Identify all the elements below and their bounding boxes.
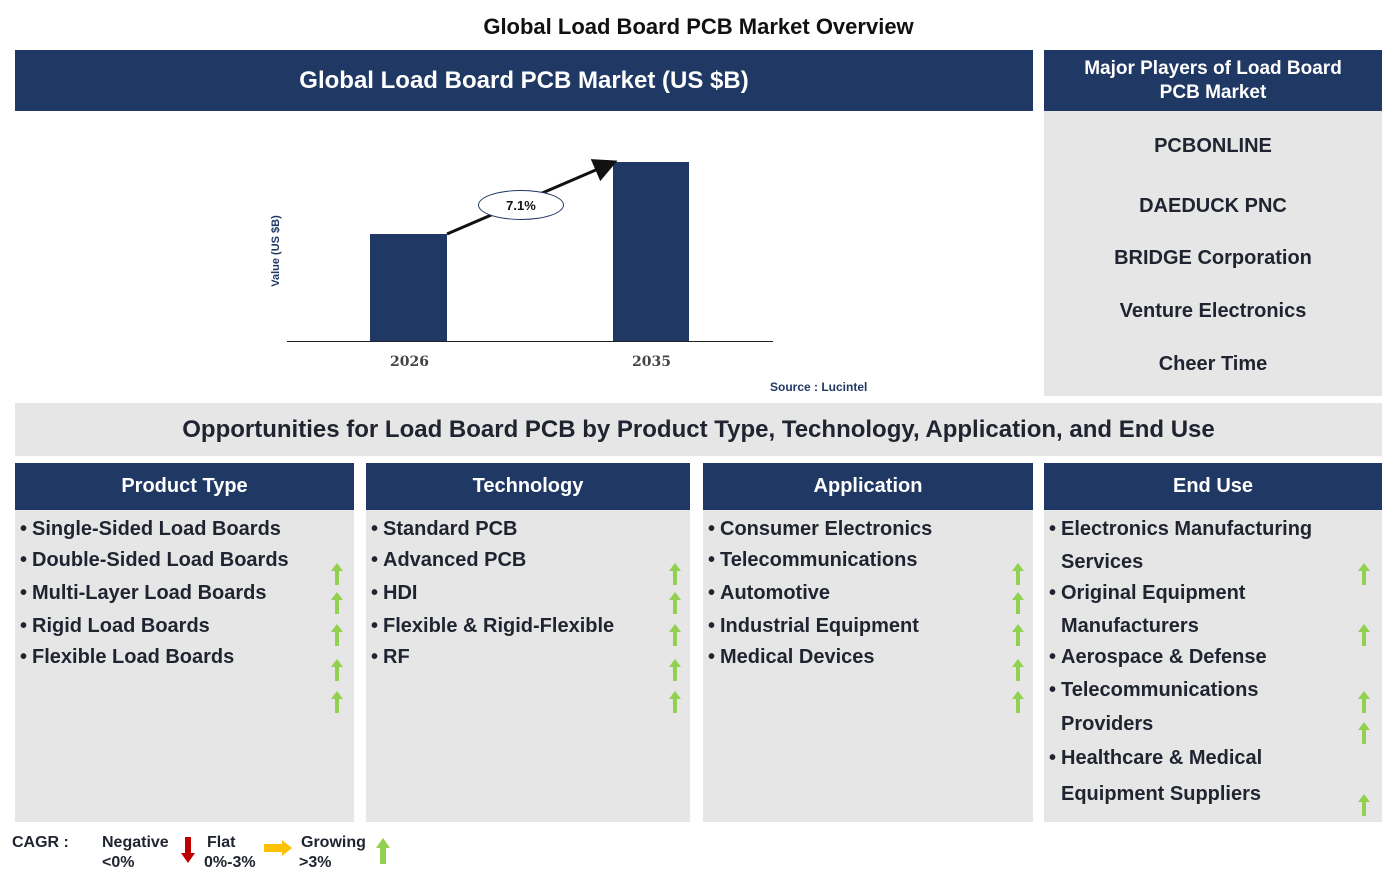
list-item: • Flexible & Rigid-Flexible — [371, 615, 615, 637]
list-item: • Telecommunications — [708, 549, 918, 571]
arrow-up-icon — [669, 691, 681, 713]
arrow-up-icon — [1358, 794, 1370, 816]
arrow-down-icon — [181, 837, 195, 863]
column-header: End Use — [1044, 463, 1382, 510]
list-item: • Multi-Layer Load Boards — [20, 582, 267, 604]
arrow-up-icon — [1012, 624, 1024, 646]
list-item: • Healthcare & Medical Equipment Suppliers — [1049, 747, 1263, 805]
column-body: • Consumer Electronics • Telecommunication… — [703, 510, 1033, 822]
column-header: Product Type — [15, 463, 354, 510]
column-body: • Standard PCB • Advanced PCB • HDI • Flexib… — [366, 510, 690, 822]
list-item: • Double-Sided Load Boards — [20, 549, 289, 571]
arrow-up-icon — [1358, 722, 1370, 744]
list-item: • Aerospace & Defense — [1049, 646, 1267, 668]
column-body: • Single-Sided Load Boards • Double-Sided … — [15, 510, 354, 822]
column-end-use: End Use • Electronics Manufacturing Servic… — [1044, 463, 1382, 822]
list-item: • Medical Devices — [708, 646, 875, 668]
column-header: Application — [703, 463, 1033, 510]
bar-2026 — [370, 234, 447, 341]
list-item: • Industrial Equipment — [708, 615, 919, 637]
player-item: Cheer Time — [1158, 353, 1268, 375]
list-item: • Automotive — [708, 582, 830, 604]
arrow-up-icon — [669, 592, 681, 614]
list-item: • Advanced PCB — [371, 549, 527, 571]
list-item: • Standard PCB — [371, 518, 518, 540]
list-item: • Flexible Load Boards — [20, 646, 235, 668]
cagr-legend: CAGR : Negative <0% Flat 0%-3% Growing >… — [10, 830, 430, 871]
arrow-up-icon — [331, 624, 343, 646]
arrow-up-icon — [1358, 691, 1370, 713]
list-item: • Original Equipment Manufacturers — [1049, 582, 1246, 637]
arrow-up-icon — [1358, 624, 1370, 646]
arrow-up-icon — [669, 563, 681, 585]
bar-2035 — [613, 162, 689, 341]
major-players-list: PCBONLINE DAEDUCK PNC BRIDGE Corporation… — [1044, 111, 1382, 396]
arrow-up-icon — [331, 563, 343, 585]
arrow-up-icon — [1012, 659, 1024, 681]
player-item: Venture Electronics — [1119, 300, 1307, 322]
legend-growing-range: >3% — [299, 854, 332, 871]
legend-growing-label: Growing — [301, 834, 366, 851]
arrow-up-icon — [669, 624, 681, 646]
arrow-up-icon — [1358, 563, 1370, 585]
major-players-panel: Major Players of Load Board PCB Market P… — [1044, 50, 1382, 396]
list-item: • Electronics Manufacturing Services — [1049, 518, 1313, 573]
legend-negative-range: <0% — [102, 854, 135, 871]
page-title: Global Load Board PCB Market Overview — [483, 14, 914, 39]
player-item: PCBONLINE — [1154, 135, 1272, 157]
list-item: • Single-Sided Load Boards — [20, 518, 281, 540]
bar-chart: Value (US $B) 7.1% 2026 2035 Source : Lu… — [260, 140, 880, 400]
column-header: Technology — [366, 463, 690, 510]
major-players-header: Major Players of Load Board PCB Market — [1044, 50, 1382, 111]
legend-negative-label: Negative — [102, 834, 169, 851]
legend-title: CAGR : — [12, 834, 69, 851]
list-item: • Consumer Electronics — [708, 518, 933, 540]
cagr-annotation: 7.1% — [478, 190, 564, 220]
arrow-up-icon — [331, 659, 343, 681]
x-axis-line — [287, 341, 773, 342]
arrow-up-icon — [1012, 691, 1024, 713]
arrow-up-icon — [669, 659, 681, 681]
column-body: • Electronics Manufacturing Services • Orig… — [1044, 510, 1382, 822]
legend-flat-label: Flat — [207, 834, 236, 851]
source-label: Source : Lucintel — [770, 380, 868, 394]
chart-header: Global Load Board PCB Market (US $B) — [15, 50, 1033, 111]
list-item: • Rigid Load Boards — [20, 615, 210, 637]
list-item: • HDI — [371, 582, 418, 604]
arrow-up-icon — [331, 691, 343, 713]
arrow-up-icon — [376, 838, 390, 864]
column-technology: Technology • Standard PCB • Advanced PCB •… — [366, 463, 690, 822]
list-item: • RF — [371, 646, 410, 668]
column-product-type: Product Type • Single-Sided Load Boards •… — [15, 463, 354, 822]
column-application: Application • Consumer Electronics • Telec… — [703, 463, 1033, 822]
arrow-up-icon — [331, 592, 343, 614]
cagr-arrow-icon — [446, 159, 618, 236]
opportunities-banner: Opportunities for Load Board PCB by Prod… — [15, 403, 1382, 456]
player-item: DAEDUCK PNC — [1139, 195, 1287, 217]
x-tick-2026: 2026 — [390, 354, 429, 370]
arrow-up-icon — [1012, 563, 1024, 585]
arrow-right-icon — [264, 840, 292, 856]
list-item: • Telecommunications Providers — [1049, 679, 1259, 735]
arrow-up-icon — [1012, 592, 1024, 614]
player-item: BRIDGE Corporation — [1114, 247, 1312, 269]
legend-flat-range: 0%-3% — [204, 854, 256, 871]
x-tick-2035: 2035 — [632, 354, 671, 370]
